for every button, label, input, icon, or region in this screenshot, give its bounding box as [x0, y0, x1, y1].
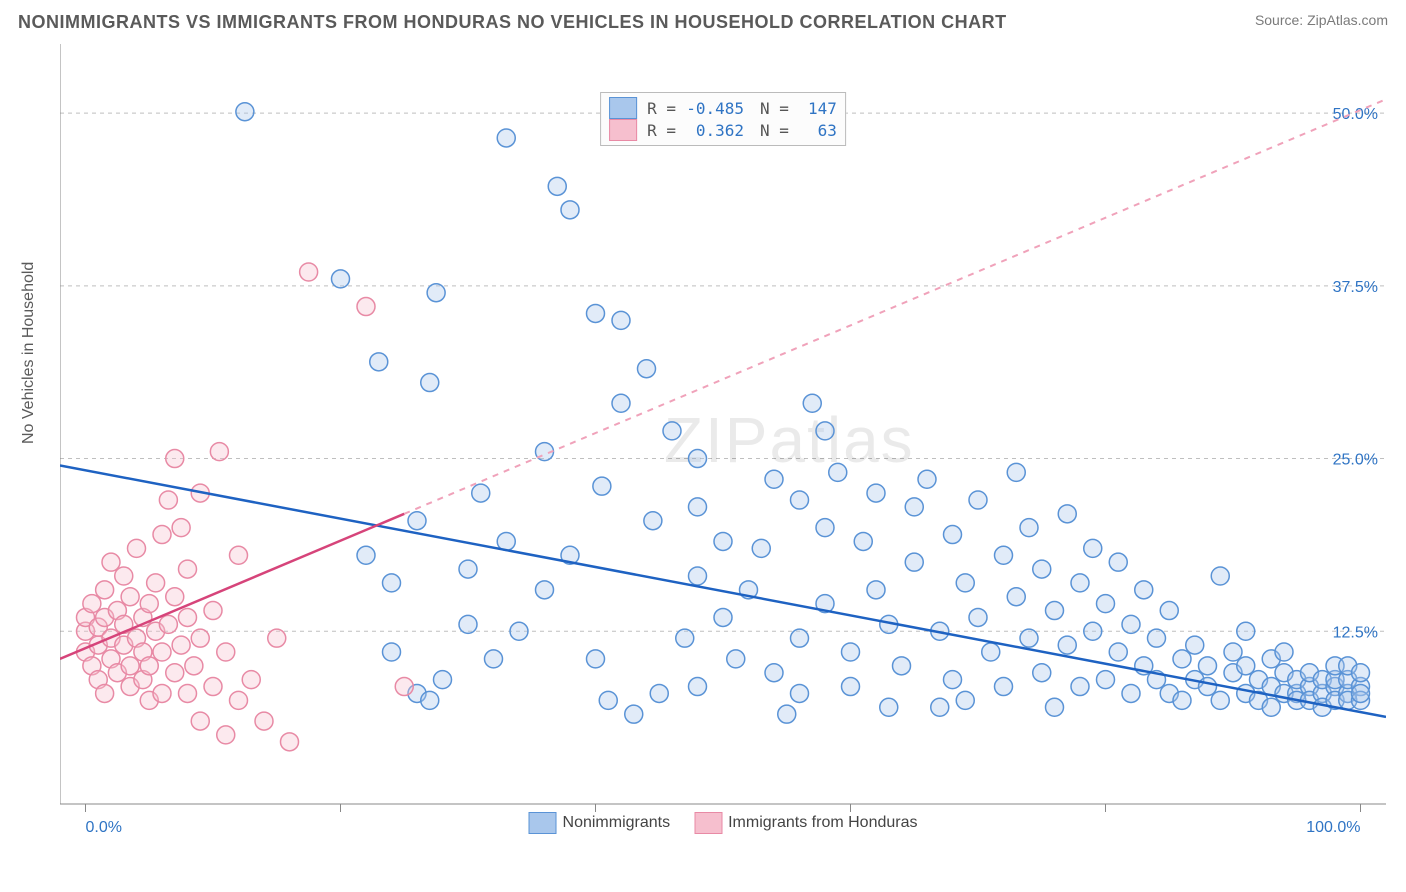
y-axis-label: No Vehicles in Household — [20, 262, 38, 444]
chart-area: No Vehicles in Household 12.5%25.0%37.5%… — [60, 44, 1386, 844]
r-label: R = — [647, 121, 676, 140]
r-value: -0.485 — [684, 99, 744, 118]
r-label: R = — [647, 99, 676, 118]
legend-swatch — [694, 812, 722, 834]
svg-text:12.5%: 12.5% — [1333, 624, 1378, 641]
series-label: Immigrants from Honduras — [728, 814, 917, 832]
series-legend: Nonimmigrants Immigrants from Honduras — [529, 812, 918, 834]
legend-swatch — [529, 812, 557, 834]
chart-title: NONIMMIGRANTS VS IMMIGRANTS FROM HONDURA… — [18, 12, 1007, 33]
stats-legend-row: R = 0.362 N = 63 — [609, 119, 837, 141]
svg-text:0.0%: 0.0% — [86, 819, 122, 836]
scatter-chart: 12.5%25.0%37.5%50.0%ZIPatlas0.0%100.0% — [60, 44, 1386, 844]
series-label: Nonimmigrants — [563, 814, 671, 832]
svg-text:25.0%: 25.0% — [1333, 452, 1378, 469]
r-value: 0.362 — [684, 121, 744, 140]
stats-legend: R = -0.485 N = 147 R = 0.362 N = 63 — [600, 92, 846, 146]
series-legend-item: Immigrants from Honduras — [694, 812, 917, 834]
stats-legend-row: R = -0.485 N = 147 — [609, 97, 837, 119]
svg-text:100.0%: 100.0% — [1306, 819, 1360, 836]
n-value: 147 — [797, 99, 837, 118]
n-value: 63 — [797, 121, 837, 140]
series-legend-item: Nonimmigrants — [529, 812, 671, 834]
n-label: N = — [760, 121, 789, 140]
header: NONIMMIGRANTS VS IMMIGRANTS FROM HONDURA… — [18, 12, 1388, 33]
legend-swatch — [609, 119, 637, 141]
svg-text:37.5%: 37.5% — [1333, 279, 1378, 296]
source-label: Source: ZipAtlas.com — [1255, 12, 1388, 28]
svg-text:50.0%: 50.0% — [1333, 106, 1378, 123]
n-label: N = — [760, 99, 789, 118]
legend-swatch — [609, 97, 637, 119]
